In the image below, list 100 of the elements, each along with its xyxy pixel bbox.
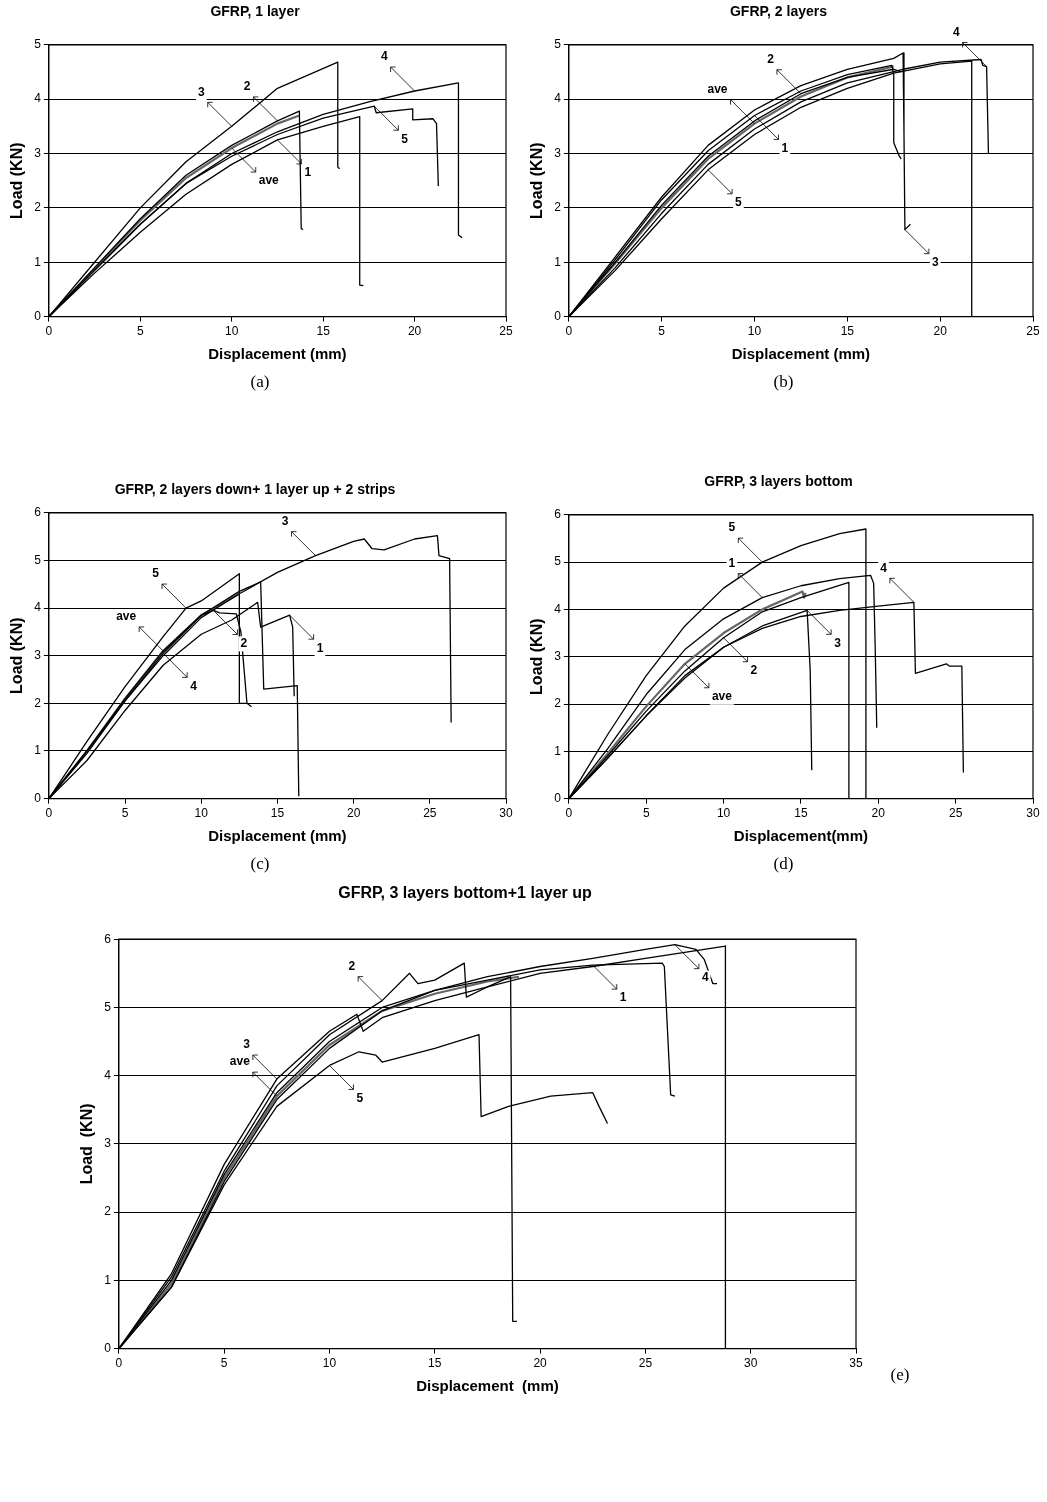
x-tick-label: 15 (270, 806, 285, 821)
annotation: 3 (931, 254, 939, 269)
x-tick-label: 25 (638, 1356, 653, 1371)
y-tick-label: 3 (554, 145, 562, 160)
x-tick-label: 15 (840, 324, 855, 339)
y-tick-label: 3 (554, 649, 562, 664)
annotation: 5 (401, 131, 409, 146)
x-tick-label: 0 (45, 806, 53, 821)
x-tick-label: 35 (849, 1356, 863, 1371)
chart-title: GFRP, 1 layer (210, 3, 301, 20)
annotation: 2 (348, 958, 356, 973)
y-axis-title: Load (KN) (8, 142, 26, 219)
y-tick-label: 4 (554, 601, 562, 616)
annotation: 5 (152, 566, 160, 581)
x-tick-label: 15 (316, 324, 331, 339)
y-tick-label: 4 (34, 600, 42, 615)
annotation: 2 (240, 635, 248, 650)
text: (e) (889, 1365, 911, 1385)
x-tick-label: 5 (642, 806, 650, 821)
chart-title: GFRP, 3 layers bottom (704, 473, 853, 490)
y-tick-label: 2 (554, 200, 562, 215)
annotation: 5 (356, 1090, 364, 1105)
annotation: 4 (190, 678, 198, 693)
x-axis-title: Displacement (mm) (731, 345, 871, 363)
annotation: ave (707, 81, 728, 96)
x-axis-title: Displacement (mm) (208, 827, 347, 845)
y-tick-label: 4 (34, 91, 42, 106)
x-tick-label: 10 (747, 324, 762, 339)
x-tick-label: 5 (220, 1356, 228, 1371)
y-tick-label: 2 (34, 200, 42, 215)
y-tick-label: 1 (34, 254, 42, 269)
y-axis-title: Load (KN) (528, 142, 546, 219)
y-tick-label: 5 (554, 37, 562, 52)
x-tick-label: 25 (948, 806, 963, 821)
y-tick-label: 5 (104, 999, 112, 1014)
y-tick-label: 2 (104, 1204, 112, 1219)
x-axis-title: Displacement(mm) (733, 827, 869, 845)
x-tick-label: 0 (115, 1356, 123, 1371)
x-tick-label: 10 (194, 806, 209, 821)
annotation: 3 (198, 84, 206, 99)
y-tick-label: 2 (34, 695, 42, 710)
y-tick-label: 0 (34, 308, 42, 323)
y-tick-label: 0 (554, 308, 562, 323)
annotation: ave (711, 689, 733, 704)
x-tick-label: 15 (794, 806, 808, 821)
y-tick-label: 5 (34, 552, 42, 567)
y-tick-label: 0 (34, 790, 42, 805)
annotation: 2 (750, 663, 758, 678)
y-tick-label: 5 (554, 554, 562, 569)
x-tick-label: 20 (346, 806, 361, 821)
y-tick-label: 5 (34, 37, 42, 52)
x-tick-label: 30 (744, 1356, 758, 1371)
y-tick-label: 1 (554, 254, 562, 269)
annotation: 1 (316, 640, 324, 655)
x-axis-title: Displacement (mm) (208, 345, 347, 363)
x-tick-label: 5 (658, 324, 666, 339)
x-tick-label: 30 (499, 806, 513, 821)
annotation: 4 (880, 560, 888, 575)
y-axis-title: Load (KN) (528, 618, 546, 695)
text: (d) (772, 854, 795, 874)
annotation: 4 (380, 49, 388, 64)
y-tick-label: 6 (554, 507, 562, 522)
annotation: 3 (834, 635, 842, 650)
chart-title: GFRP, 3 layers bottom+1 layer up (338, 884, 593, 902)
x-tick-label: 0 (45, 324, 53, 339)
annotation: 3 (281, 513, 289, 528)
x-tick-label: 5 (136, 324, 144, 339)
x-axis-title: Displacement (mm) (416, 1377, 559, 1395)
y-tick-label: 3 (34, 648, 42, 663)
annotation: 1 (781, 140, 789, 155)
y-tick-label: 6 (34, 505, 42, 520)
x-tick-label: 30 (1026, 806, 1040, 821)
x-tick-label: 10 (225, 324, 239, 339)
y-tick-label: 1 (34, 743, 42, 758)
x-tick-label: 25 (423, 806, 437, 821)
x-tick-label: 15 (428, 1356, 442, 1371)
annotation: 3 (243, 1037, 251, 1052)
x-tick-label: 10 (322, 1356, 337, 1371)
x-tick-label: 10 (716, 806, 731, 821)
annotation: 1 (619, 990, 627, 1005)
x-tick-label: 20 (407, 324, 422, 339)
annotation: 5 (728, 520, 736, 535)
annotation: 1 (728, 555, 736, 570)
x-tick-label: 5 (121, 806, 129, 821)
y-tick-label: 6 (104, 931, 112, 946)
annotation: 1 (304, 165, 312, 180)
annotation: ave (116, 609, 137, 624)
text: (a) (249, 372, 271, 392)
y-tick-label: 4 (104, 1067, 112, 1082)
annotation: 2 (767, 52, 775, 67)
y-tick-label: 0 (104, 1340, 112, 1355)
annotation: 4 (701, 969, 709, 984)
chart-title: GFRP, 2 layers (729, 3, 828, 20)
y-tick-label: 2 (554, 696, 562, 711)
y-tick-label: 0 (554, 790, 562, 805)
y-axis-title: Load (KN) (8, 617, 26, 694)
y-tick-label: 1 (554, 743, 562, 758)
annotation: ave (258, 173, 280, 188)
annotation: 5 (735, 195, 743, 210)
x-tick-label: 20 (533, 1356, 548, 1371)
